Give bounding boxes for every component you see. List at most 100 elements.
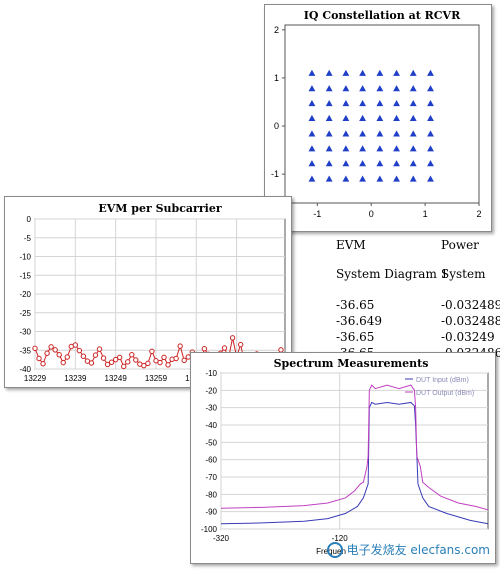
constellation-point (393, 85, 400, 92)
evm-point (52, 347, 58, 353)
constellation-point (393, 114, 400, 122)
constellation-point (342, 175, 350, 182)
y-tick-label: -70 (205, 473, 217, 482)
constellation-point (409, 100, 417, 107)
constellation-point (342, 85, 350, 92)
evm-point (173, 355, 179, 362)
plot-frame (220, 372, 489, 530)
constellation-point (325, 100, 333, 107)
watermark-text: 电子发烧友 elecfans.com (346, 543, 490, 557)
spectrum-series-line (220, 401, 489, 525)
x-tick-label: -120 (332, 534, 349, 543)
evm-point (141, 362, 147, 369)
constellation-point (342, 69, 350, 76)
constellation-point (308, 145, 316, 152)
evm-point (76, 347, 83, 354)
constellation-point (409, 85, 417, 92)
constellation-point (376, 69, 384, 76)
evm-point (60, 359, 66, 366)
y-tick-label: -1 (271, 169, 279, 179)
evm-point (96, 346, 103, 352)
y-tick-label: 0 (274, 121, 279, 131)
iq-constellation-panel: IQ Constellation at RCVR -1 0 1 2 2 1 0 -1 (264, 4, 492, 232)
y-tick-label: -5 (24, 234, 32, 243)
evm-point (161, 354, 167, 361)
y-tick-label: -50 (205, 438, 217, 447)
power-value-3: -0.03249 (441, 330, 495, 344)
y-tick-label: -10 (205, 369, 217, 378)
evm-point (181, 357, 187, 364)
evm-point (112, 356, 119, 363)
constellation-point (342, 145, 350, 152)
evm-point (32, 345, 38, 352)
evm-point (72, 342, 79, 348)
constellation-point (308, 69, 316, 76)
constellation-point (325, 114, 333, 122)
iq-constellation-chart: IQ Constellation at RCVR -1 0 1 2 2 1 0 -1 (271, 9, 482, 219)
power-value-2: -0.032488 (441, 314, 500, 328)
chart-title: Spectrum Measurements (274, 357, 429, 370)
evm-point (177, 343, 183, 349)
constellation-point (427, 100, 434, 107)
constellation-point (427, 114, 434, 122)
x-tick-label: -1 (313, 209, 321, 219)
evm-point (229, 335, 236, 341)
evm-panel: EVM per Subcarrier 0 -5 -10 -15 -20 -25 -30 -35 -… (4, 196, 292, 388)
evm-point (108, 359, 115, 365)
constellation-point (376, 145, 384, 152)
evm-point (201, 346, 208, 352)
evm-point (157, 359, 163, 366)
evm-point (221, 345, 228, 351)
chart-title: EVM per Subcarrier (98, 202, 221, 215)
constellation-point (376, 85, 384, 92)
constellation-point (409, 145, 417, 152)
constellation-point (393, 69, 400, 76)
y-tick-label: -60 (205, 456, 217, 465)
evm-subheader: System Diagram 1 (336, 267, 449, 281)
evm-header: EVM (336, 238, 366, 252)
constellation-point (376, 100, 384, 107)
x-tick-label: 2 (476, 209, 481, 219)
constellation-point (325, 85, 333, 92)
constellation-point (342, 160, 350, 167)
constellation-point (409, 69, 417, 76)
plot-frame (284, 24, 480, 204)
evm-point (116, 354, 123, 361)
constellation-point (325, 130, 333, 137)
evm-point (56, 352, 62, 358)
spectrum-panel: Spectrum Measurements -10 -20 -30 -40 -50 -60 -… (190, 352, 496, 564)
evm-value-3: -36.65 (336, 330, 375, 344)
x-tick-label: -320 (213, 534, 230, 543)
constellation-point (325, 69, 333, 76)
evm-point (104, 361, 111, 368)
constellation-point (359, 130, 366, 137)
spectrum-series-line (220, 384, 489, 511)
constellation-point (427, 160, 434, 167)
x-tick-label: 13259 (145, 374, 168, 383)
evm-value-1: -36.65 (336, 298, 375, 312)
y-tick-label: -35 (19, 346, 31, 355)
constellation-point (393, 175, 400, 182)
constellation-point (427, 175, 434, 182)
evm-point (88, 360, 95, 366)
x-tick-label: 13229 (24, 374, 47, 383)
constellation-point (308, 114, 316, 122)
constellation-point (393, 130, 400, 137)
constellation-point (308, 100, 316, 107)
constellation-point (308, 160, 316, 167)
constellation-point (427, 145, 434, 152)
x-tick-label: 13249 (105, 374, 128, 383)
y-tick-label: -20 (19, 290, 31, 299)
y-tick-label: -90 (205, 508, 217, 517)
constellation-point (376, 114, 384, 122)
evm-power-table: EVM Power System Diagram 1 System -36.65… (330, 232, 500, 362)
constellation-point (427, 130, 434, 137)
constellation-point (409, 114, 417, 122)
constellation-point (376, 175, 384, 182)
y-tick-label: -25 (19, 309, 31, 318)
constellation-point (376, 160, 384, 167)
constellation-point (359, 145, 366, 152)
evm-point (129, 352, 135, 358)
watermark-logo-icon (326, 541, 343, 558)
evm-point (64, 354, 70, 360)
